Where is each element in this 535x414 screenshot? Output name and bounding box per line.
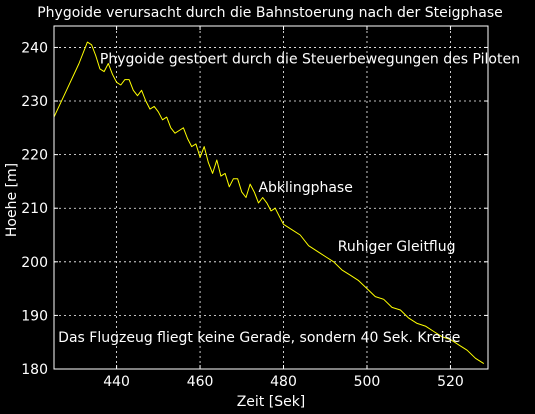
y-tick-label: 220 [21,148,48,164]
annotation-0: Phygoide gestoert durch die Steuerbewegu… [100,52,520,68]
series-line-layer [53,41,485,365]
y-tick-label: 240 [21,40,48,56]
y-tick-label: 190 [21,308,48,324]
chart-title: Phygoide verursacht durch die Bahnstoeru… [37,5,503,21]
x-tick-label: 460 [187,374,214,390]
y-axis-label: Hoehe [m] [4,163,20,237]
y-tick-label: 200 [21,255,48,271]
annotations: Phygoide gestoert durch die Steuerbewegu… [58,52,520,347]
x-axis-label: Zeit [Sek] [237,394,306,410]
y-tick-label: 230 [21,94,48,110]
x-tick-label: 440 [103,374,130,390]
x-tick-label: 480 [270,374,297,390]
y-tick-label: 180 [21,362,48,378]
annotation-3: Das Flugzeug fliegt keine Gerade, sonder… [58,330,460,346]
x-tick-label: 520 [437,374,464,390]
plot-frame [53,25,489,370]
ticks: 440 460 480 500 520 180 190 200 210 220 230 240 [21,26,488,390]
annotation-1: Abklingphase [258,180,352,196]
x-tick-label: 500 [354,374,381,390]
grid [54,26,488,370]
series-line-0 [53,41,485,365]
y-tick-label: 210 [21,201,48,217]
annotation-2: Ruhiger Gleitflug [338,239,456,255]
